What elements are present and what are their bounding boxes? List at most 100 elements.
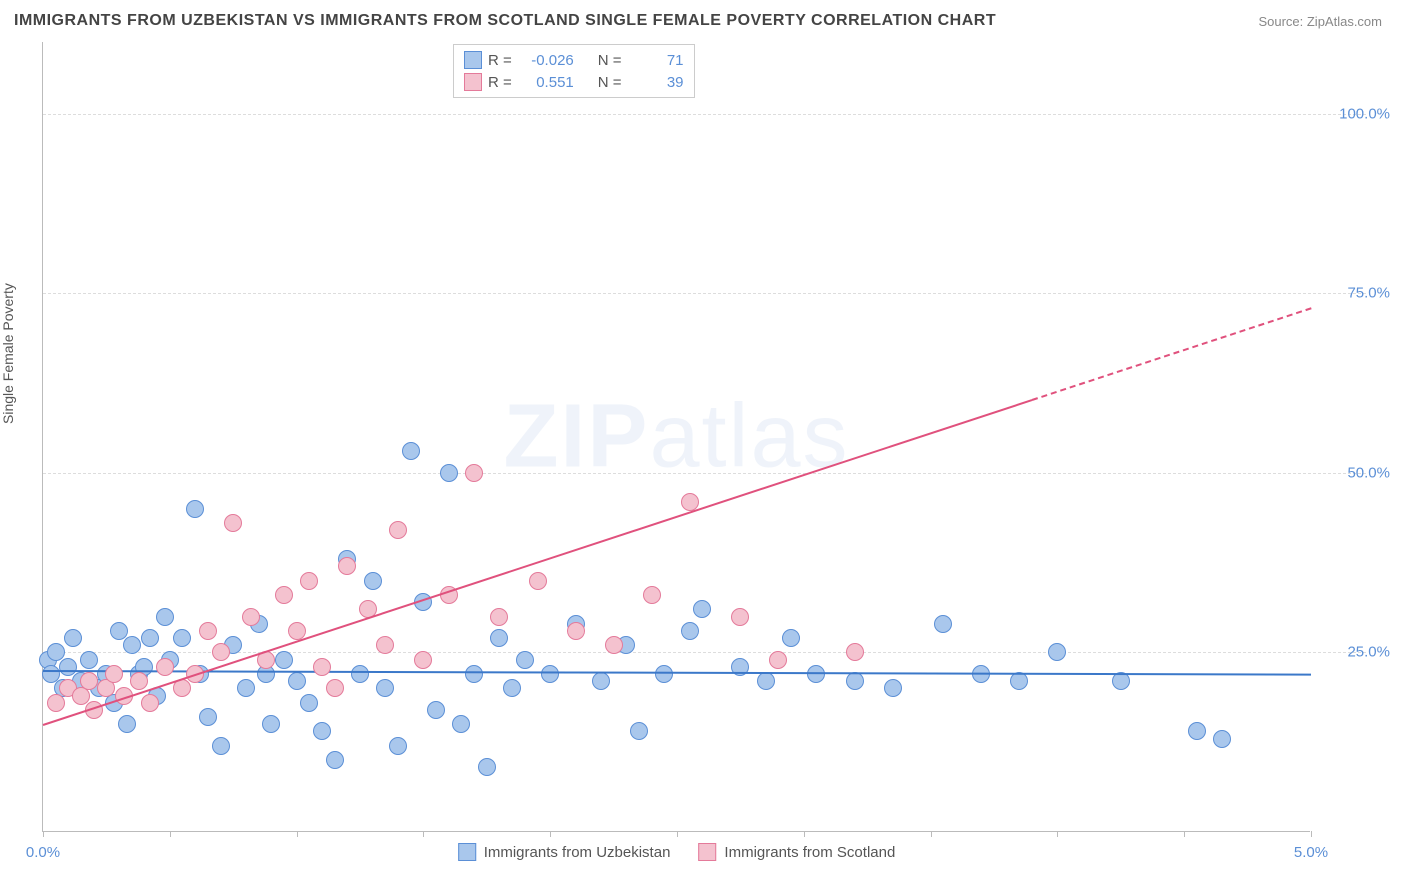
data-point-uzbekistan [118, 715, 136, 733]
correlation-legend: R =-0.026N =71R =0.551N =39 [453, 44, 695, 98]
gridline [43, 293, 1366, 294]
chart-title: IMMIGRANTS FROM UZBEKISTAN VS IMMIGRANTS… [14, 12, 996, 30]
legend-row-uzbekistan: R = -0.026 N = 71 [464, 49, 684, 71]
data-point-uzbekistan [846, 672, 864, 690]
data-point-uzbekistan [262, 715, 280, 733]
data-point-scotland [275, 586, 293, 604]
y-axis-label: Single Female Poverty [0, 283, 16, 424]
trend-line-scotland [1032, 308, 1312, 402]
source-link[interactable]: ZipAtlas.com [1307, 14, 1382, 29]
r-value: -0.026 [518, 52, 574, 69]
data-point-uzbekistan [452, 715, 470, 733]
data-point-scotland [605, 636, 623, 654]
source-attribution: Source: ZipAtlas.com [1258, 14, 1382, 29]
x-tick [423, 831, 424, 837]
data-point-scotland [338, 557, 356, 575]
x-tick [1311, 831, 1312, 837]
legend-swatch-scotland [698, 843, 716, 861]
data-point-scotland [156, 658, 174, 676]
series-legend: Immigrants from Uzbekistan Immigrants fro… [458, 843, 896, 861]
data-point-uzbekistan [376, 679, 394, 697]
data-point-uzbekistan [275, 651, 293, 669]
data-point-scotland [313, 658, 331, 676]
legend-swatch-uzbekistan [464, 51, 482, 69]
data-point-uzbekistan [300, 694, 318, 712]
source-prefix: Source: [1258, 14, 1306, 29]
data-point-scotland [490, 608, 508, 626]
legend-item-scotland: Immigrants from Scotland [698, 843, 895, 861]
data-point-uzbekistan [212, 737, 230, 755]
data-point-uzbekistan [757, 672, 775, 690]
data-point-scotland [769, 651, 787, 669]
data-point-scotland [130, 672, 148, 690]
data-point-uzbekistan [655, 665, 673, 683]
scatter-plot: ZIPatlas R =-0.026N =71R =0.551N =39 Imm… [42, 42, 1310, 832]
gridline [43, 652, 1366, 653]
n-label: N = [598, 52, 622, 69]
data-point-scotland [47, 694, 65, 712]
x-tick [677, 831, 678, 837]
r-label: R = [488, 52, 512, 69]
data-point-scotland [80, 672, 98, 690]
data-point-scotland [105, 665, 123, 683]
legend-label: Immigrants from Uzbekistan [484, 844, 671, 861]
x-tick [297, 831, 298, 837]
data-point-scotland [414, 651, 432, 669]
data-point-uzbekistan [503, 679, 521, 697]
data-point-uzbekistan [1213, 730, 1231, 748]
n-value: 71 [628, 52, 684, 69]
data-point-uzbekistan [141, 629, 159, 647]
r-value: 0.551 [518, 74, 574, 91]
data-point-scotland [643, 586, 661, 604]
data-point-scotland [288, 622, 306, 640]
data-point-uzbekistan [1188, 722, 1206, 740]
data-point-uzbekistan [389, 737, 407, 755]
data-point-uzbekistan [364, 572, 382, 590]
data-point-scotland [199, 622, 217, 640]
data-point-uzbekistan [884, 679, 902, 697]
data-point-uzbekistan [630, 722, 648, 740]
data-point-scotland [389, 521, 407, 539]
x-tick [1057, 831, 1058, 837]
x-tick [550, 831, 551, 837]
data-point-uzbekistan [490, 629, 508, 647]
y-tick-label: 100.0% [1339, 105, 1390, 122]
y-tick-label: 25.0% [1347, 644, 1390, 661]
y-tick-label: 50.0% [1347, 464, 1390, 481]
data-point-scotland [529, 572, 547, 590]
data-point-uzbekistan [782, 629, 800, 647]
data-point-uzbekistan [693, 600, 711, 618]
data-point-uzbekistan [326, 751, 344, 769]
legend-swatch-uzbekistan [458, 843, 476, 861]
legend-row-scotland: R =0.551N =39 [464, 71, 684, 93]
data-point-uzbekistan [1010, 672, 1028, 690]
data-point-uzbekistan [313, 722, 331, 740]
legend-swatch-scotland [464, 73, 482, 91]
x-tick [43, 831, 44, 837]
y-tick-label: 75.0% [1347, 285, 1390, 302]
x-tick-label: 5.0% [1294, 844, 1328, 861]
data-point-uzbekistan [440, 464, 458, 482]
data-point-scotland [376, 636, 394, 654]
data-point-scotland [141, 694, 159, 712]
data-point-uzbekistan [516, 651, 534, 669]
data-point-uzbekistan [237, 679, 255, 697]
data-point-uzbekistan [465, 665, 483, 683]
data-point-scotland [212, 643, 230, 661]
data-point-uzbekistan [123, 636, 141, 654]
gridline [43, 473, 1366, 474]
data-point-scotland [846, 643, 864, 661]
data-point-uzbekistan [156, 608, 174, 626]
gridline [43, 114, 1366, 115]
data-point-uzbekistan [402, 442, 420, 460]
data-point-scotland [731, 608, 749, 626]
data-point-scotland [326, 679, 344, 697]
n-label: N = [598, 74, 622, 91]
legend-item-uzbekistan: Immigrants from Uzbekistan [458, 843, 671, 861]
x-tick [170, 831, 171, 837]
data-point-uzbekistan [681, 622, 699, 640]
data-point-uzbekistan [186, 500, 204, 518]
x-tick [804, 831, 805, 837]
x-tick [931, 831, 932, 837]
data-point-scotland [567, 622, 585, 640]
